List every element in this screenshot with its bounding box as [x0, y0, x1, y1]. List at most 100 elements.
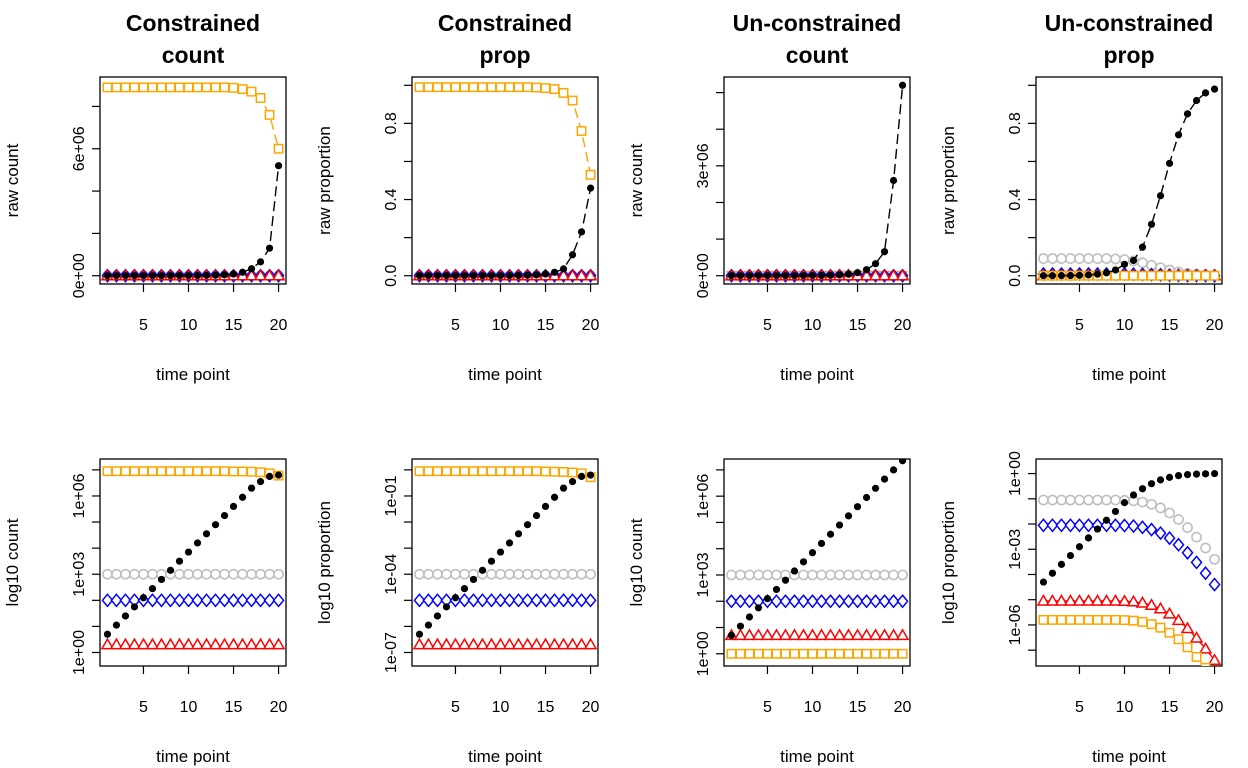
data-point: [1093, 525, 1102, 533]
data-point: [156, 466, 167, 477]
y-tick-label: 0.0: [1007, 265, 1024, 287]
data-point: [413, 593, 426, 608]
data-point: [119, 593, 132, 608]
data-point: [566, 593, 579, 608]
data-point: [1056, 614, 1067, 625]
data-point: [760, 628, 775, 641]
data-point: [166, 272, 175, 280]
data-point: [1200, 662, 1211, 666]
data-point: [255, 467, 266, 478]
data-point: [190, 637, 205, 650]
y-tick-label: 1e-04: [383, 554, 400, 595]
data-point: [424, 621, 433, 629]
data-point: [227, 593, 240, 608]
data-point: [201, 82, 212, 93]
data-point: [574, 268, 589, 281]
data-point: [1164, 270, 1175, 281]
data-point: [799, 558, 808, 566]
data-point: [1210, 85, 1219, 93]
data-point: [1155, 622, 1166, 633]
data-point: [164, 593, 177, 608]
data-point: [1127, 518, 1140, 534]
data-point: [523, 521, 532, 529]
x-tick-label: 20: [894, 317, 912, 334]
data-point: [210, 568, 221, 580]
x-tick-label: 15: [1161, 317, 1179, 334]
data-point: [796, 628, 811, 641]
y-tick-label: 1e-03: [1007, 529, 1024, 570]
data-point: [1038, 494, 1049, 506]
data-point: [511, 637, 526, 650]
data-point: [530, 593, 543, 608]
data-point: [859, 628, 874, 641]
data-point: [877, 268, 892, 281]
data-point: [540, 83, 551, 94]
data-point: [1138, 243, 1147, 251]
data-point: [103, 630, 112, 638]
data-point: [1066, 551, 1075, 560]
data-point: [841, 628, 856, 641]
data-point: [734, 594, 747, 609]
data-point: [727, 631, 736, 639]
data-point: [568, 478, 577, 486]
data-point: [1065, 614, 1076, 625]
data-point: [254, 593, 267, 608]
series-layer: [724, 459, 910, 659]
x-axis-label: time point: [156, 747, 230, 766]
data-point: [478, 566, 487, 574]
data-point: [112, 272, 121, 280]
data-point: [121, 612, 130, 620]
data-point: [567, 568, 578, 580]
data-point: [726, 569, 737, 581]
data-point: [264, 109, 275, 120]
data-point: [1082, 518, 1095, 533]
data-point: [550, 268, 559, 276]
data-point: [1155, 502, 1166, 514]
data-point: [887, 594, 900, 609]
data-point: [897, 569, 908, 581]
data-point: [494, 593, 507, 608]
data-point: [1156, 476, 1165, 484]
data-point: [1065, 253, 1076, 264]
data-point: [547, 637, 562, 650]
data-point: [1174, 472, 1183, 480]
data-point: [238, 268, 247, 276]
data-point: [1147, 220, 1156, 228]
data-point: [458, 593, 471, 608]
data-point: [1083, 494, 1094, 506]
data-point: [833, 594, 846, 609]
data-point: [478, 272, 487, 280]
data-point: [138, 466, 149, 477]
plot-frame: [411, 76, 599, 285]
data-point: [148, 272, 157, 280]
data-point: [727, 272, 736, 280]
data-point: [484, 637, 499, 650]
x-tick-label: 10: [804, 699, 822, 716]
data-point: [431, 593, 444, 608]
x-tick-label: 15: [537, 317, 555, 334]
data-point: [1155, 270, 1166, 281]
data-point: [274, 471, 283, 479]
data-point: [862, 266, 871, 274]
series-layer: [724, 81, 910, 283]
y-tick-label: 6e+06: [71, 126, 88, 171]
data-point: [111, 466, 122, 477]
data-point: [886, 628, 901, 641]
data-point: [1057, 560, 1066, 568]
data-point: [835, 271, 844, 279]
data-point: [1172, 537, 1185, 552]
data-point: [412, 637, 427, 650]
data-point: [549, 568, 560, 580]
panel-title-line: Un-constrained: [733, 10, 902, 36]
data-point: [1201, 470, 1210, 478]
data-point: [763, 595, 772, 603]
data-point: [246, 86, 257, 97]
data-point: [157, 272, 166, 280]
data-point: [184, 272, 193, 280]
data-point: [199, 637, 214, 650]
data-point: [175, 557, 184, 565]
series-red: [100, 637, 286, 650]
series-orange: [102, 466, 284, 481]
data-point: [816, 648, 827, 659]
